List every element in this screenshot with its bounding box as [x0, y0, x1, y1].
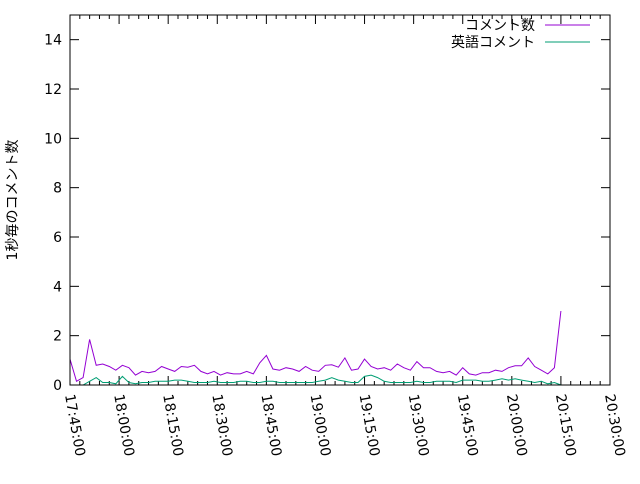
x-tick-label: 19:45:00 [454, 393, 481, 458]
x-tick-label: 19:15:00 [356, 393, 383, 458]
y-tick-label: 12 [44, 82, 62, 98]
y-tick-label: 4 [53, 279, 62, 295]
x-tick-label: 18:45:00 [257, 393, 284, 458]
y-tick-label: 8 [53, 181, 62, 197]
x-tick-label: 19:30:00 [405, 393, 432, 458]
y-tick-label: 14 [44, 33, 62, 49]
y-axis-label: 1秒毎のコメント数 [5, 140, 21, 261]
series-line-0 [69, 310, 562, 383]
series-lines [69, 310, 562, 386]
y-tick-label: 0 [53, 378, 62, 394]
legend-label-1: 英語コメント [451, 34, 535, 51]
y-tick-label: 6 [53, 230, 62, 246]
x-tick-label: 20:00:00 [503, 393, 530, 458]
series-line-1 [70, 374, 562, 386]
legend-label-0: コメント数 [465, 18, 535, 34]
legend: コメント数 英語コメント [451, 18, 590, 51]
x-tick-label: 18:30:00 [208, 393, 235, 458]
axis-ticks: 0 2 4 6 8 10 12 14 17:45:00 18:00:00 18:15:00 18:30… [44, 15, 628, 458]
x-tick-label: 17:45:00 [61, 393, 88, 458]
x-tick-label: 18:15:00 [159, 393, 186, 458]
x-tick-label: 20:15:00 [552, 393, 579, 458]
plot-border [69, 14, 611, 386]
x-tick-label: 20:30:00 [601, 393, 628, 458]
x-tick-label: 19:00:00 [307, 393, 334, 458]
x-tick-label: 18:00:00 [110, 393, 137, 458]
y-tick-label: 10 [44, 131, 62, 147]
y-tick-label: 2 [53, 329, 62, 345]
